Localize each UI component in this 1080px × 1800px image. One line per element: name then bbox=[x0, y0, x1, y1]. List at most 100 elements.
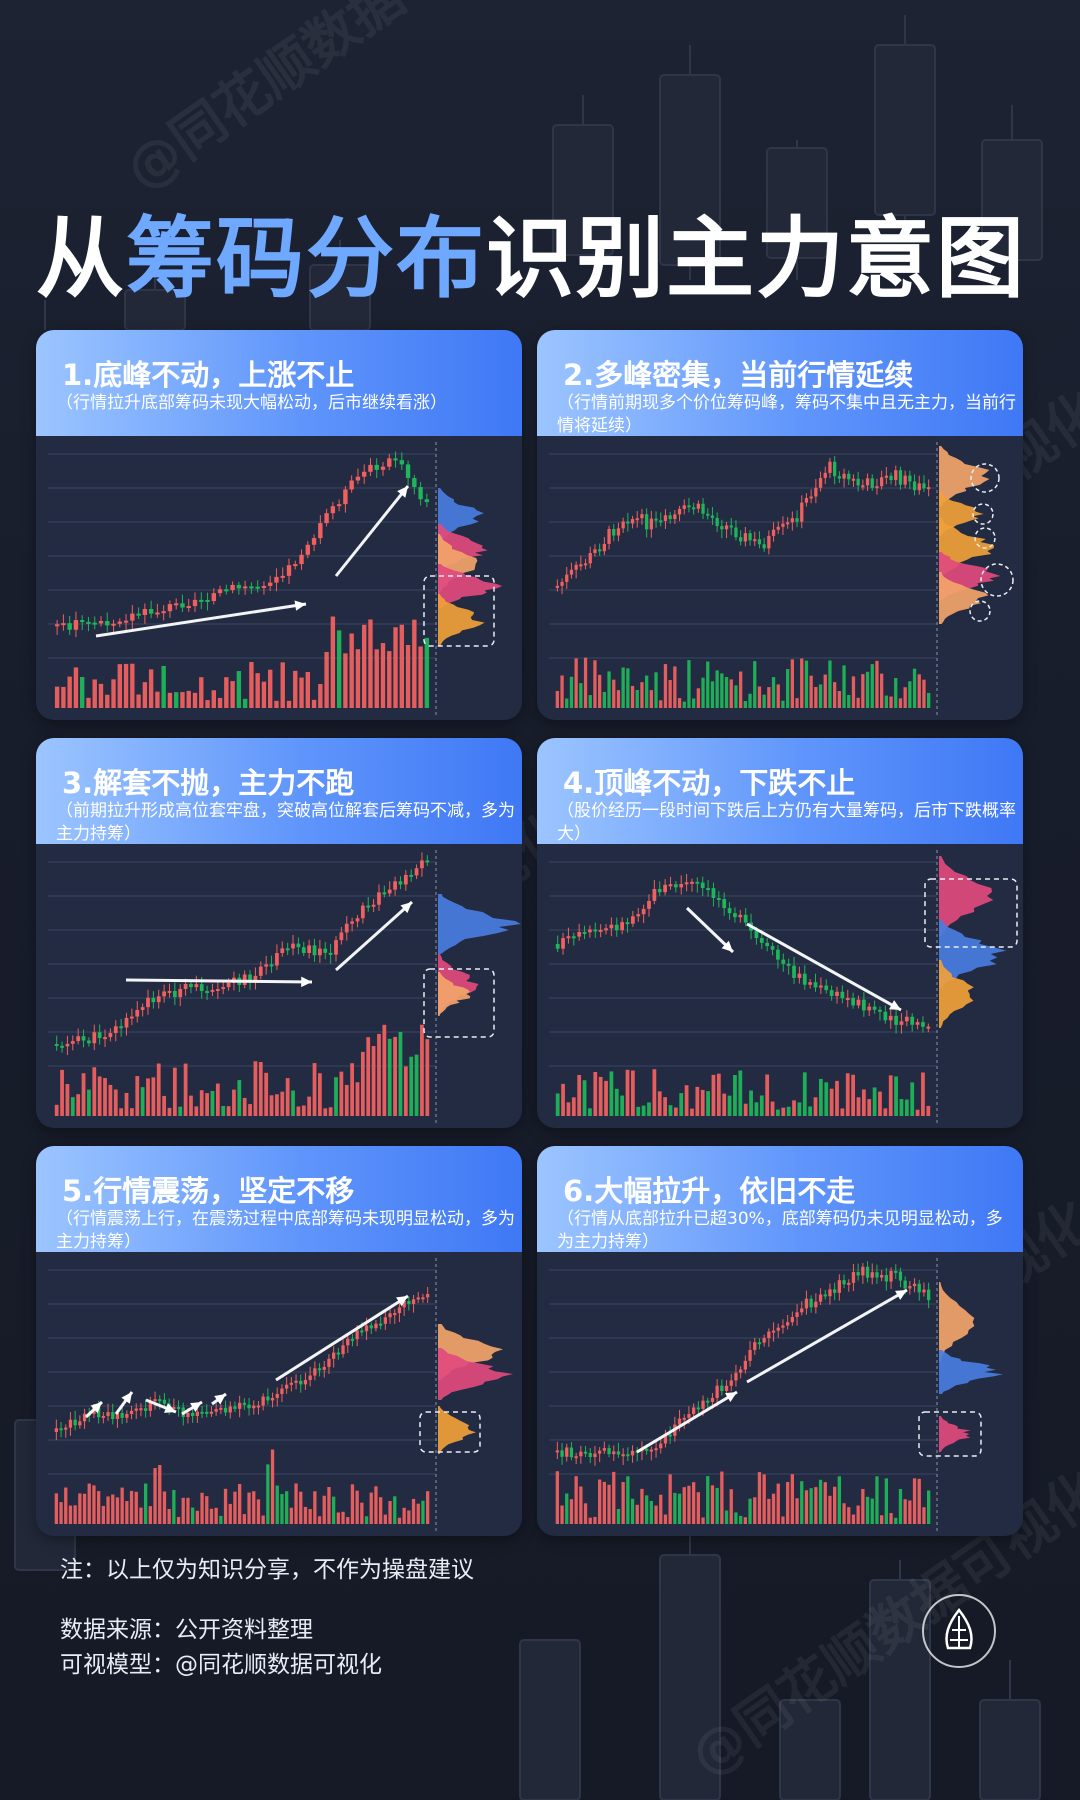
chip-peak bbox=[939, 1416, 971, 1452]
candle-body bbox=[630, 519, 635, 524]
volume-bar bbox=[136, 694, 141, 708]
candle-body bbox=[818, 477, 823, 488]
candle-body bbox=[405, 464, 411, 479]
title-part2: 识别主力意图 bbox=[486, 207, 1027, 310]
candle-body bbox=[616, 528, 621, 536]
arrow-head bbox=[725, 1392, 737, 1403]
highlight-box bbox=[423, 968, 495, 1038]
volume-bar bbox=[673, 666, 677, 708]
candle-body bbox=[861, 999, 866, 1011]
candle-body bbox=[210, 989, 215, 992]
volume-bar bbox=[579, 1486, 583, 1524]
volume-bar bbox=[837, 1476, 841, 1524]
candle-body bbox=[898, 1271, 903, 1281]
volume-bar bbox=[183, 1063, 188, 1116]
candle-body bbox=[880, 1274, 884, 1278]
candle-body bbox=[73, 1419, 77, 1426]
volume-bar bbox=[195, 1510, 199, 1524]
volume-bar bbox=[307, 1096, 312, 1116]
candle-body bbox=[701, 1400, 705, 1409]
candle-body bbox=[328, 952, 333, 955]
candle-body bbox=[332, 1352, 336, 1359]
candle-body bbox=[677, 508, 682, 515]
candle-body bbox=[233, 1406, 237, 1409]
volume-bar bbox=[917, 674, 921, 708]
card-title: 2.多峰密集，当前行情延续 bbox=[563, 358, 914, 392]
candle-body bbox=[113, 1026, 118, 1034]
candle-body bbox=[286, 565, 292, 576]
trend-arrow bbox=[95, 602, 307, 638]
volume-bar bbox=[663, 1514, 668, 1524]
volume-bar bbox=[668, 1105, 673, 1116]
candle-body bbox=[654, 518, 658, 521]
candle-body bbox=[640, 514, 644, 519]
volume-bar bbox=[652, 1069, 657, 1116]
candle-body bbox=[663, 884, 667, 893]
chip-peak bbox=[939, 1282, 975, 1362]
candle-body bbox=[123, 620, 129, 623]
volume-bar bbox=[915, 1109, 920, 1116]
volume-bar bbox=[286, 700, 292, 708]
candle-body bbox=[424, 499, 430, 503]
candle-body bbox=[786, 522, 790, 525]
volume-bar bbox=[162, 1491, 167, 1524]
card-header bbox=[36, 330, 522, 436]
candle-body bbox=[312, 945, 317, 956]
candle-body bbox=[620, 922, 625, 931]
page-title: 从筹码分布识别主力意图 bbox=[36, 188, 1026, 315]
volume-bar bbox=[748, 1498, 752, 1524]
card-6: 6.大幅拉升，依旧不走 （行情从底部拉升已超30%，底部筹码仍未见明显松动，多为… bbox=[537, 1146, 1023, 1536]
volume-bar bbox=[97, 1076, 102, 1116]
volume-bar bbox=[767, 1498, 771, 1524]
candle-body bbox=[908, 475, 912, 482]
volume-bar bbox=[908, 1500, 912, 1524]
volume-bar bbox=[194, 1106, 199, 1116]
candle-body bbox=[228, 1406, 232, 1413]
chip-peak bbox=[438, 594, 485, 646]
candle-body bbox=[588, 1452, 592, 1458]
volume-bar bbox=[405, 644, 411, 708]
candle-body bbox=[824, 985, 829, 991]
volume-bar bbox=[221, 1105, 226, 1116]
volume-bar bbox=[616, 1508, 621, 1524]
volume-bar bbox=[851, 676, 856, 708]
candle-body bbox=[851, 1272, 856, 1283]
volume-bar bbox=[228, 1503, 232, 1524]
volume-bar bbox=[120, 1487, 124, 1524]
volume-bar bbox=[588, 1108, 592, 1116]
candle-body bbox=[814, 487, 818, 497]
volume-bar bbox=[706, 1091, 710, 1116]
candle-body bbox=[922, 483, 926, 489]
volume-bar bbox=[312, 1063, 317, 1116]
volume-bar bbox=[894, 1076, 898, 1116]
candle-body bbox=[579, 1451, 583, 1457]
card-3: 3.解套不抛，主力不跑 （前期拉升形成高位套牢盘，突破高位解套后筹码不减，多为主… bbox=[36, 738, 522, 1128]
trend-arrow bbox=[334, 485, 410, 577]
volume-bar bbox=[727, 1095, 732, 1116]
candle-body bbox=[682, 1417, 686, 1420]
candle-body bbox=[809, 496, 813, 499]
volume-bar bbox=[369, 1492, 373, 1524]
volume-bar bbox=[888, 1075, 893, 1116]
candle-body bbox=[842, 1280, 846, 1285]
candle-body bbox=[692, 507, 696, 510]
candle-body bbox=[172, 990, 177, 998]
candle-body bbox=[767, 1331, 771, 1339]
candle-body bbox=[593, 549, 597, 554]
volume-bar bbox=[579, 683, 583, 708]
candle-body bbox=[414, 868, 419, 876]
volume-bar bbox=[593, 1516, 597, 1524]
candle-body bbox=[382, 892, 387, 895]
candle-body bbox=[205, 991, 209, 994]
volume-bar bbox=[296, 1106, 301, 1116]
candle-body bbox=[795, 1312, 799, 1318]
chip-peak bbox=[939, 920, 1007, 988]
candle-body bbox=[692, 1407, 696, 1414]
candle-body bbox=[607, 528, 611, 544]
volume-bar bbox=[148, 669, 154, 708]
volume-bar bbox=[261, 681, 267, 708]
volume-bar bbox=[264, 1072, 269, 1116]
volume-bar bbox=[729, 1489, 733, 1524]
candle-body bbox=[135, 1009, 140, 1017]
candle-body bbox=[818, 1294, 823, 1302]
